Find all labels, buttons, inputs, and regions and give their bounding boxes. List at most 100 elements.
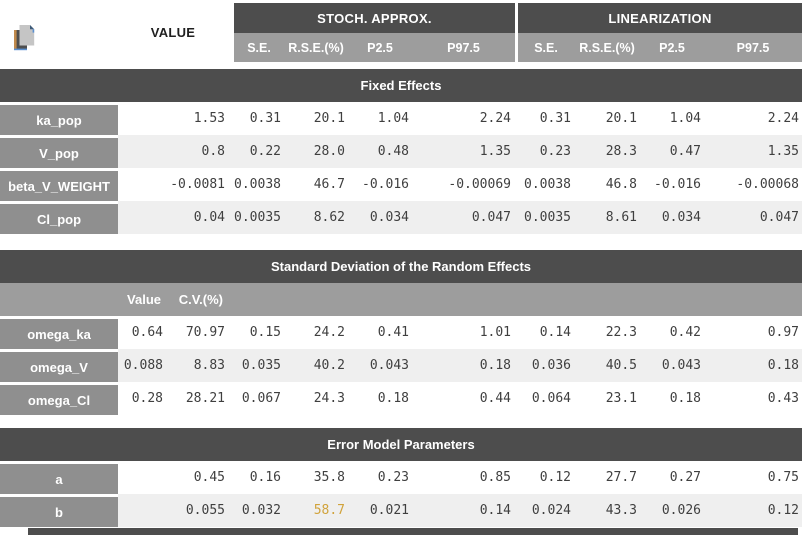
cell-rse-sa: 24.2 bbox=[313, 325, 345, 340]
cell-p25-sa: 0.41 bbox=[377, 325, 409, 340]
copy-table-button[interactable] bbox=[11, 23, 39, 55]
cell-p975-lin: 2.24 bbox=[767, 111, 799, 126]
column-header-se-lin: S.E. bbox=[518, 33, 574, 62]
cell-value: 1.53 bbox=[193, 111, 225, 126]
row-label: b bbox=[0, 494, 118, 527]
group-divider bbox=[515, 3, 518, 33]
row-label: beta_V_WEIGHT bbox=[0, 168, 118, 201]
cell-value: 0.28 bbox=[131, 391, 163, 406]
cell-p25-sa: 1.04 bbox=[377, 111, 409, 126]
group-divider bbox=[515, 33, 518, 62]
row-label: omega_Cl bbox=[0, 382, 118, 415]
cell-value: -0.0081 bbox=[170, 177, 225, 192]
cell-rse-sa: 8.62 bbox=[313, 210, 345, 225]
cell-cv: 28.21 bbox=[185, 391, 225, 406]
cell-p975-sa: -0.00069 bbox=[448, 177, 511, 192]
column-header-se-sa: S.E. bbox=[234, 33, 284, 62]
cell-se-sa: 0.15 bbox=[249, 325, 281, 340]
cell-se-sa: 0.0038 bbox=[234, 177, 281, 192]
cell-rse-sa: 28.0 bbox=[313, 144, 345, 159]
cell-p975-sa: 0.047 bbox=[471, 210, 511, 225]
cell-p975-lin: 0.18 bbox=[767, 358, 799, 373]
cell-p25-lin: 0.043 bbox=[661, 358, 701, 373]
table-header: VALUE STOCH. APPROX. LINEARIZATION S.E. … bbox=[0, 3, 802, 62]
column-header-p975-sa: P97.5 bbox=[412, 33, 515, 62]
header-value-area: VALUE bbox=[0, 3, 234, 62]
cell-rse-sa: 24.3 bbox=[313, 391, 345, 406]
cell-p975-lin: 0.97 bbox=[767, 325, 799, 340]
horizontal-scrollbar-thumb[interactable] bbox=[28, 528, 798, 535]
column-header-rse-lin: R.S.E.(%) bbox=[574, 33, 640, 62]
cell-se-lin: 0.036 bbox=[531, 358, 571, 373]
cell-rse-lin: 40.5 bbox=[605, 358, 637, 373]
cell-rse-lin: 43.3 bbox=[605, 503, 637, 518]
cell-rse-lin: 46.8 bbox=[605, 177, 637, 192]
cell-rse-lin: 28.3 bbox=[605, 144, 637, 159]
column-header-p25-lin: P2.5 bbox=[640, 33, 704, 62]
cell-p975-sa: 0.85 bbox=[479, 470, 511, 485]
horizontal-scrollbar-track[interactable] bbox=[0, 527, 802, 536]
cell-p25-lin: 0.034 bbox=[661, 210, 701, 225]
column-header-rse-sa: R.S.E.(%) bbox=[284, 33, 348, 62]
header-groups-area: STOCH. APPROX. LINEARIZATION S.E. R.S.E.… bbox=[234, 3, 802, 62]
group-header-linearization: LINEARIZATION bbox=[518, 3, 802, 33]
section-header-standard-deviation-of-the-random-effects: Standard Deviation of the Random Effects bbox=[0, 250, 802, 283]
table-row-omega_V: omega_V 0.088 8.83 0.035 40.2 0.043 0.18 0.036 4… bbox=[0, 349, 802, 382]
cell-p975-lin: 0.047 bbox=[759, 210, 799, 225]
group-header-row: STOCH. APPROX. LINEARIZATION bbox=[234, 3, 802, 33]
cell-se-lin: 0.024 bbox=[531, 503, 571, 518]
cell-value: 0.04 bbox=[193, 210, 225, 225]
cell-p25-sa: 0.043 bbox=[369, 358, 409, 373]
table-row-a: a 0.45 0.16 35.8 0.23 0.85 0.12 27.7 0.27 0.75 bbox=[0, 461, 802, 494]
cell-p975-lin: 0.75 bbox=[767, 470, 799, 485]
cell-rse-sa: 40.2 bbox=[313, 358, 345, 373]
cell-se-lin: 0.23 bbox=[539, 144, 571, 159]
cell-p25-sa: -0.016 bbox=[362, 177, 409, 192]
cell-value: 0.088 bbox=[123, 358, 163, 373]
cell-p975-lin: 0.43 bbox=[767, 391, 799, 406]
cell-rse-lin: 23.1 bbox=[605, 391, 637, 406]
row-label: omega_ka bbox=[0, 316, 118, 349]
cell-cv: 8.83 bbox=[193, 358, 225, 373]
cell-se-sa: 0.035 bbox=[241, 358, 281, 373]
table-row-beta_V_WEIGHT: beta_V_WEIGHT -0.0081 0.0038 46.7 -0.016 -0.0… bbox=[0, 168, 802, 201]
subcolumn-header-value: Value bbox=[127, 292, 161, 307]
cell-se-sa: 0.0035 bbox=[234, 210, 281, 225]
table-row-omega_ka: omega_ka 0.64 70.97 0.15 24.2 0.41 1.01 0.14 22.… bbox=[0, 316, 802, 349]
cell-se-sa: 0.31 bbox=[249, 111, 281, 126]
cell-p25-sa: 0.18 bbox=[377, 391, 409, 406]
column-header-row: S.E. R.S.E.(%) P2.5 P97.5 S.E. R.S.E.(%)… bbox=[234, 33, 802, 62]
cell-se-lin: 0.064 bbox=[531, 391, 571, 406]
cell-p25-sa: 0.021 bbox=[369, 503, 409, 518]
subcolumn-header-cv: C.V.(%) bbox=[178, 292, 223, 307]
cell-se-sa: 0.032 bbox=[241, 503, 281, 518]
cell-se-lin: 0.31 bbox=[539, 111, 571, 126]
cell-se-sa: 0.16 bbox=[249, 470, 281, 485]
table-row-b: b 0.055 0.032 58.7 0.021 0.14 0.024 43.3 0.026 0.… bbox=[0, 494, 802, 527]
cell-se-lin: 0.0035 bbox=[524, 210, 571, 225]
cell-se-sa: 0.22 bbox=[249, 144, 281, 159]
cell-se-lin: 0.14 bbox=[539, 325, 571, 340]
copy-icon bbox=[13, 24, 37, 55]
cell-se-sa: 0.067 bbox=[241, 391, 281, 406]
section-header-error-model-parameters: Error Model Parameters bbox=[0, 428, 802, 461]
cell-p975-sa: 1.01 bbox=[479, 325, 511, 340]
cell-p975-lin: -0.00068 bbox=[736, 177, 799, 192]
table-row-ka_pop: ka_pop 1.53 0.31 20.1 1.04 2.24 0.31 20.1 1.04 2.… bbox=[0, 102, 802, 135]
cell-p25-lin: 1.04 bbox=[669, 111, 701, 126]
group-header-stoch-approx: STOCH. APPROX. bbox=[234, 3, 515, 33]
cell-p975-lin: 0.12 bbox=[767, 503, 799, 518]
cell-p975-lin: 1.35 bbox=[767, 144, 799, 159]
value-column-header: VALUE bbox=[150, 25, 196, 40]
cell-se-lin: 0.12 bbox=[539, 470, 571, 485]
row-label: a bbox=[0, 461, 118, 494]
cell-p25-lin: 0.42 bbox=[669, 325, 701, 340]
cell-p25-sa: 0.23 bbox=[377, 470, 409, 485]
cell-rse-sa: 46.7 bbox=[313, 177, 345, 192]
row-label: V_pop bbox=[0, 135, 118, 168]
cell-value: 0.64 bbox=[131, 325, 163, 340]
table-row-Cl_pop: Cl_pop 0.04 0.0035 8.62 0.034 0.047 0.0035 8.61… bbox=[0, 201, 802, 234]
cell-p975-sa: 2.24 bbox=[479, 111, 511, 126]
cell-value: 0.45 bbox=[193, 470, 225, 485]
